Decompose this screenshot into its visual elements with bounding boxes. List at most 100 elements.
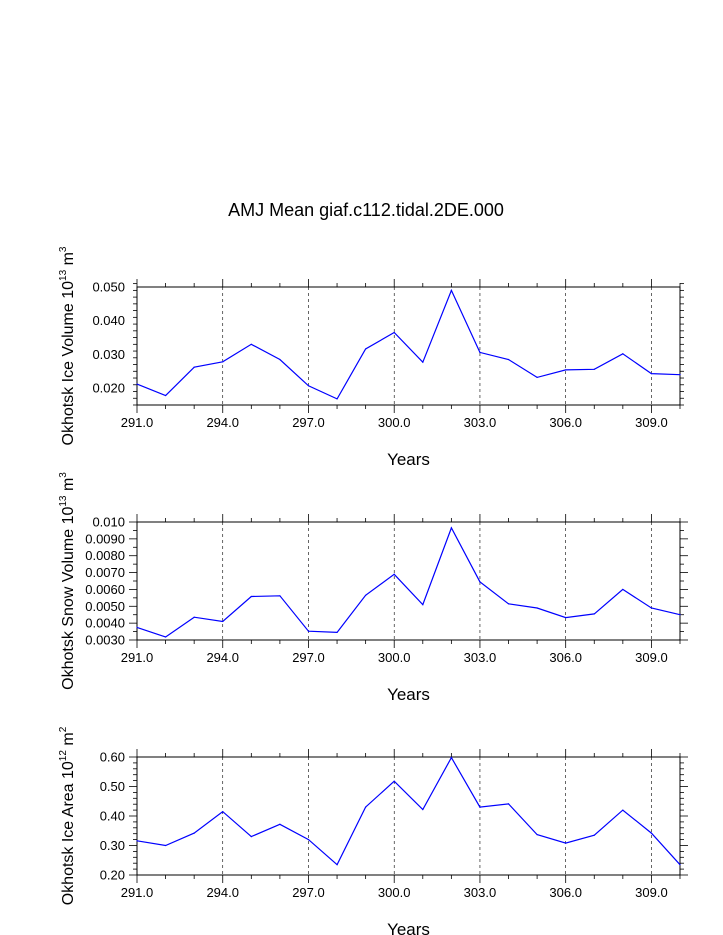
y-tick-label: 0.0080 (85, 548, 125, 563)
data-point (222, 810, 224, 813)
data-point (250, 836, 252, 838)
data-point (593, 834, 595, 836)
panel-ice-area: 291.0 294.0 297.0 300.0 303.0 306.0 309.0 0.20 0… (58, 726, 688, 935)
data-point (136, 626, 138, 628)
x-tick-label: 303.0 (464, 885, 497, 900)
x-tick-label: 300.0 (378, 885, 411, 900)
data-point (593, 613, 595, 615)
x-tick-label: 306.0 (549, 650, 582, 665)
x-tick-label: 294.0 (206, 650, 239, 665)
y-tick-label: 0.0070 (85, 565, 125, 580)
data-point (536, 833, 538, 836)
data-point (507, 358, 510, 361)
data-point (307, 839, 310, 841)
x-tick-label: 300.0 (378, 650, 411, 665)
y-tick-label: 0.50 (100, 779, 125, 794)
data-point (193, 832, 195, 834)
data-point (193, 366, 195, 368)
data-point (336, 398, 338, 400)
data-point (279, 595, 281, 597)
y-tick-label: 0.40 (100, 809, 125, 824)
y-tick-label: 0.60 (100, 750, 125, 765)
x-tick-label: 294.0 (206, 415, 239, 430)
plot-frame (136, 756, 681, 876)
data-point (650, 607, 653, 609)
y-tick-label: 0.050 (92, 280, 125, 295)
y-tick-label: 0.30 (100, 838, 125, 853)
data-point (365, 806, 367, 808)
data-point (650, 832, 653, 834)
y-tick-label: 0.20 (100, 868, 125, 883)
data-point (250, 343, 252, 345)
series-line-ice-volume (136, 288, 681, 400)
panel-snow-volume: 291.0 294.0 297.0 300.0 303.0 306.0 309.0 0.003… (58, 472, 688, 704)
data-point (336, 864, 338, 866)
y-tick-label: 0.030 (92, 347, 125, 362)
x-tick-label: 306.0 (549, 415, 582, 430)
data-point (479, 351, 481, 354)
x-tick-label: 297.0 (292, 650, 325, 665)
data-point (422, 604, 424, 606)
data-point (193, 616, 195, 618)
data-point (164, 394, 167, 397)
data-point (565, 842, 567, 844)
data-point (136, 383, 138, 385)
data-point (450, 289, 452, 291)
data-point (565, 616, 567, 619)
x-tick-label: 294.0 (206, 885, 239, 900)
y-tick-label: 0.010 (92, 515, 125, 530)
data-point (593, 368, 595, 370)
data-point (679, 374, 681, 376)
y-axis-label: Okhotsk Ice Area 1012 m2 (58, 726, 77, 905)
data-point (307, 630, 310, 632)
panels: 291.0 294.0 297.0 300.0 303.0 306.0 309.0 0.020… (58, 246, 688, 935)
x-tick-label: 297.0 (292, 415, 325, 430)
data-point (365, 594, 367, 596)
data-point (393, 780, 395, 782)
data-point (479, 806, 481, 808)
y-tick-label: 0.040 (92, 313, 125, 328)
y-tick-label: 0.0050 (85, 599, 125, 614)
data-point (450, 527, 452, 529)
x-tick-label: 303.0 (464, 650, 497, 665)
data-point (279, 358, 281, 361)
data-point (307, 385, 310, 387)
y-tick-label: 0.0040 (85, 616, 125, 631)
y-axis-label: Okhotsk Ice Volume 1013 m3 (58, 246, 77, 445)
plot-frame (136, 521, 681, 641)
chart-title: AMJ Mean giaf.c112.tidal.2DE.000 (228, 200, 504, 220)
x-tick-label: 291.0 (121, 650, 154, 665)
plot-frame (136, 286, 681, 406)
data-point (622, 588, 624, 591)
y-tick-label: 0.0030 (85, 633, 125, 648)
data-point (622, 353, 624, 355)
x-tick-label: 291.0 (121, 885, 154, 900)
x-tick-label: 300.0 (378, 415, 411, 430)
data-point (536, 607, 538, 609)
data-point (393, 573, 395, 575)
x-tick-label: 309.0 (635, 415, 668, 430)
data-point (279, 823, 281, 825)
data-point (336, 631, 338, 634)
series-line-snow-volume (136, 526, 681, 638)
data-point (164, 636, 167, 638)
y-tick-label: 0.0090 (85, 531, 125, 546)
panel-ice-volume: 291.0 294.0 297.0 300.0 303.0 306.0 309.0 0.020… (58, 246, 684, 469)
data-point (164, 844, 167, 847)
data-point (365, 348, 367, 350)
data-point (422, 361, 424, 363)
x-tick-label: 306.0 (549, 885, 582, 900)
x-tick-label: 309.0 (635, 650, 668, 665)
x-axis-label: Years (387, 920, 430, 935)
data-point (422, 808, 424, 811)
x-axis-label: Years (387, 685, 430, 704)
data-point (450, 756, 452, 759)
data-point (507, 603, 510, 605)
y-tick-label: 0.0060 (85, 582, 125, 597)
data-point (479, 581, 481, 583)
data-point (650, 373, 653, 375)
data-point (250, 595, 252, 598)
data-point (222, 620, 224, 623)
data-point (222, 361, 224, 363)
